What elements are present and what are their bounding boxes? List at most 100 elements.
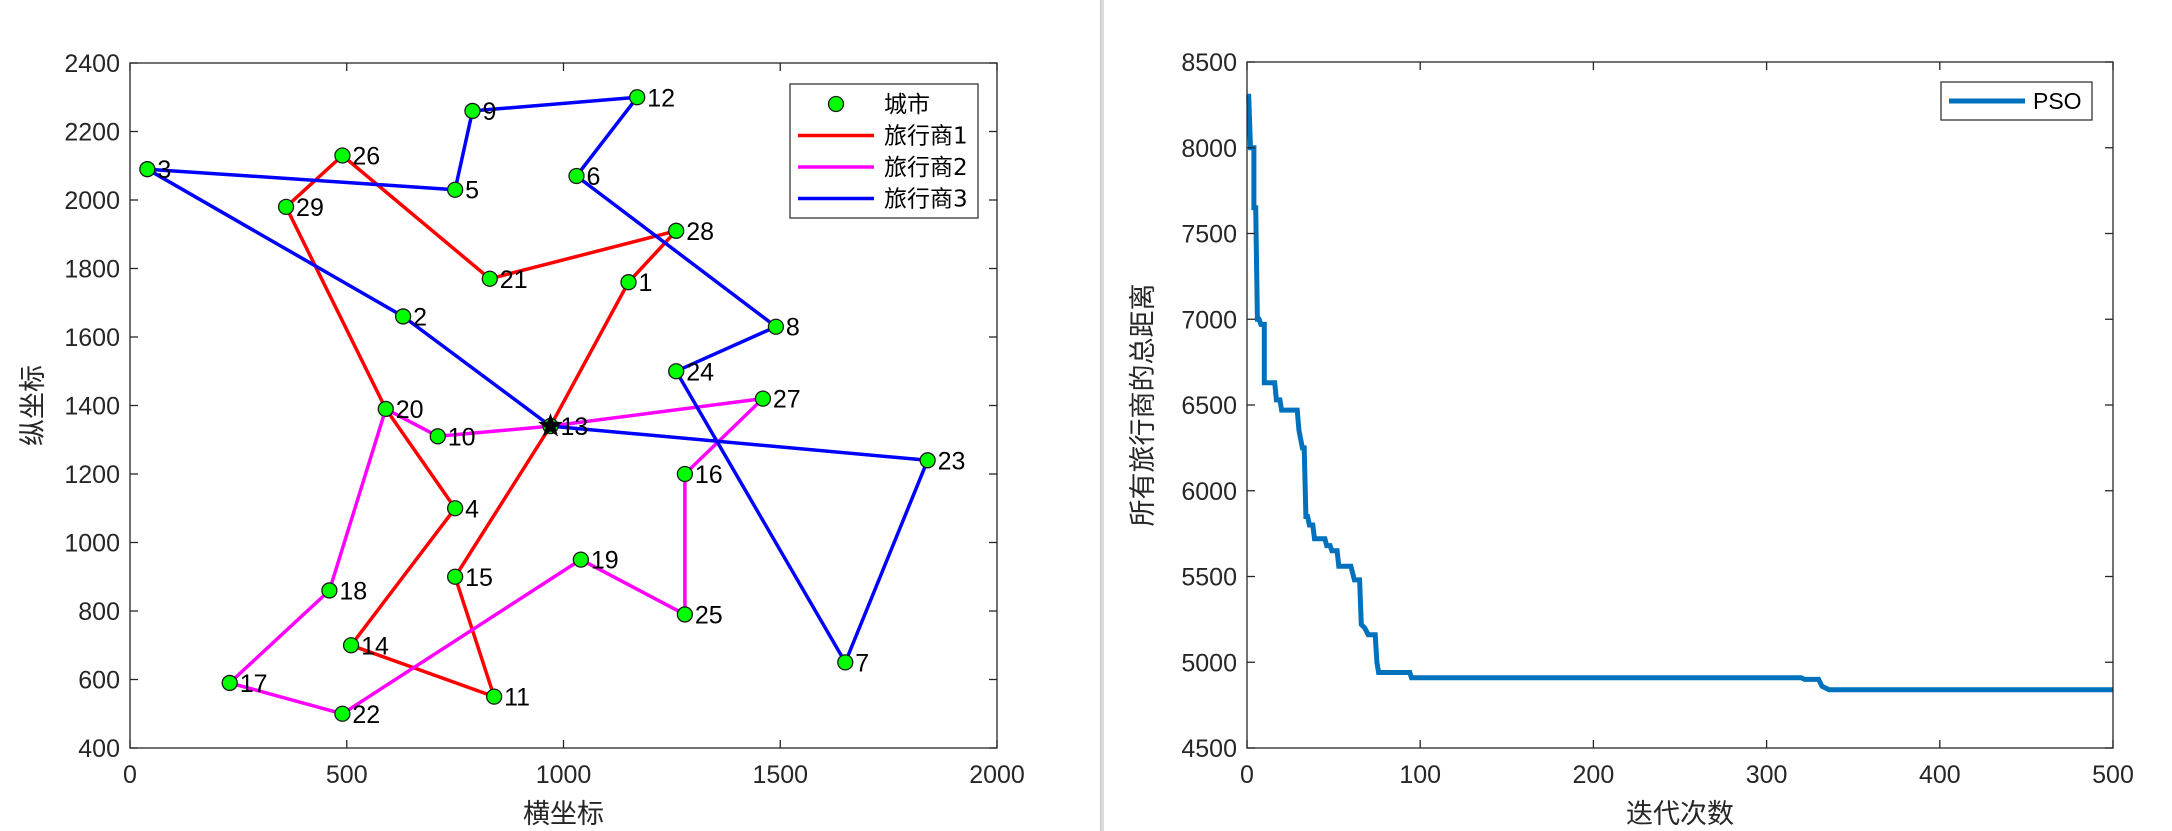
y-tick-label: 6000 [1181, 478, 1237, 506]
legend-label: 城市 [884, 92, 930, 118]
city-label: 5 [465, 177, 479, 205]
x-tick-label: 1500 [752, 761, 808, 789]
y-tick-label: 2400 [64, 50, 120, 78]
y-tick-label: 1400 [64, 393, 120, 421]
city-label: 11 [504, 684, 530, 712]
x-tick-label: 1000 [536, 761, 592, 789]
y-tick-label: 2000 [64, 187, 120, 215]
left-figure-panel: 1 2 3 4 5 6 7 8 9 10 11 12 13 14 15 16 17 18 19 20 21 22 23 24 2… [0, 0, 1100, 831]
y-tick-label: 5500 [1181, 564, 1237, 592]
y-tick-label: 6500 [1181, 392, 1237, 420]
y-tick-label: 1800 [64, 256, 120, 284]
city-label: 14 [361, 632, 389, 660]
city-label: 3 [157, 156, 171, 184]
city-marker [334, 705, 351, 722]
legend-label: PSO [2033, 88, 2082, 114]
city-marker [334, 147, 351, 164]
city-label: 2 [413, 303, 427, 331]
city-label: 9 [482, 98, 496, 126]
x-tick-label: 400 [1919, 761, 1961, 789]
x-axis-label: 迭代次数 [1626, 799, 1734, 830]
series-line-pso [1246, 93, 2113, 693]
right-figure-panel: 0 100 200 300 400 500 4500 5000 5500 6000 6500 7000… [1104, 0, 2172, 831]
legend-box [789, 83, 979, 219]
y-tick-label: 400 [78, 735, 120, 763]
city-label: 28 [686, 218, 714, 246]
city-marker [676, 465, 694, 483]
city-marker [837, 654, 854, 671]
route-line-1 [284, 153, 678, 699]
y-tick-label: 2200 [64, 119, 120, 147]
city-label: 23 [938, 447, 966, 475]
y-tick-label: 7500 [1181, 221, 1237, 249]
city-marker [221, 674, 238, 692]
city-marker [321, 582, 338, 599]
city-label: 16 [695, 461, 723, 489]
city-marker [446, 500, 464, 517]
city-marker [464, 102, 481, 120]
city-label: 27 [773, 386, 801, 414]
city-label: 8 [786, 314, 800, 342]
city-label: 20 [396, 396, 424, 424]
city-label: 26 [352, 142, 380, 170]
panel-divider [1100, 0, 1105, 831]
x-tick-label: 500 [2092, 761, 2134, 789]
y-tick-label: 1600 [64, 324, 120, 352]
y-axis-label: 纵坐标 [18, 365, 49, 446]
city-label: 19 [591, 547, 619, 575]
y-tick-label: 1000 [64, 530, 120, 558]
city-marker [485, 688, 503, 705]
plot-area [1247, 62, 2113, 748]
depot-star-icon [538, 413, 563, 437]
city-marker [342, 637, 360, 654]
pso-convergence-chart: 0 100 200 300 400 500 4500 5000 5500 6000 6500 7000… [1128, 49, 2134, 830]
city-marker [572, 551, 589, 568]
city-label: 4 [465, 495, 479, 523]
legend-label: 旅行商2 [884, 155, 968, 181]
city-marker [394, 308, 412, 325]
y-tick-label: 1200 [64, 461, 120, 489]
x-tick-label: 200 [1573, 761, 1615, 789]
y-tick-label: 800 [78, 598, 120, 626]
city-label: 12 [647, 84, 675, 112]
city-marker [668, 363, 685, 380]
city-label: 18 [339, 577, 367, 605]
city-label: 22 [352, 701, 380, 729]
route-line-3 [145, 95, 930, 665]
city-label: 7 [855, 649, 869, 677]
city-label: 17 [240, 670, 268, 698]
city-marker [277, 198, 295, 216]
city-marker [429, 428, 446, 445]
x-tick-label: 500 [326, 761, 368, 789]
city-marker [919, 452, 936, 469]
x-tick-label: 100 [1399, 761, 1441, 789]
city-marker [767, 318, 785, 335]
x-tick-label: 2000 [969, 761, 1025, 789]
y-tick-label: 5000 [1181, 649, 1237, 677]
city-marker [446, 568, 464, 585]
city-label: 13 [560, 413, 588, 441]
city-marker [377, 400, 394, 418]
city-label: 6 [587, 163, 601, 191]
city-marker [620, 274, 637, 291]
city-marker [676, 606, 694, 623]
city-label: 10 [448, 423, 476, 451]
city-label: 25 [695, 601, 723, 629]
x-tick-label: 300 [1746, 761, 1788, 789]
x-axis-label: 横坐标 [523, 799, 604, 830]
y-tick-label: 4500 [1181, 735, 1237, 763]
y-axis-label: 所有旅行商的总距离 [1128, 284, 1159, 527]
legend-label: 旅行商3 [884, 187, 968, 213]
city-marker [568, 167, 585, 185]
legend-marker [827, 95, 845, 113]
city-label: 24 [686, 358, 714, 386]
city-marker [668, 222, 685, 239]
city-marker [446, 181, 464, 198]
city-marker [629, 89, 646, 106]
y-tick-label: 8000 [1181, 135, 1237, 163]
x-tick-label: 0 [123, 761, 137, 789]
city-marker [139, 161, 156, 178]
y-tick-label: 7000 [1181, 306, 1237, 334]
